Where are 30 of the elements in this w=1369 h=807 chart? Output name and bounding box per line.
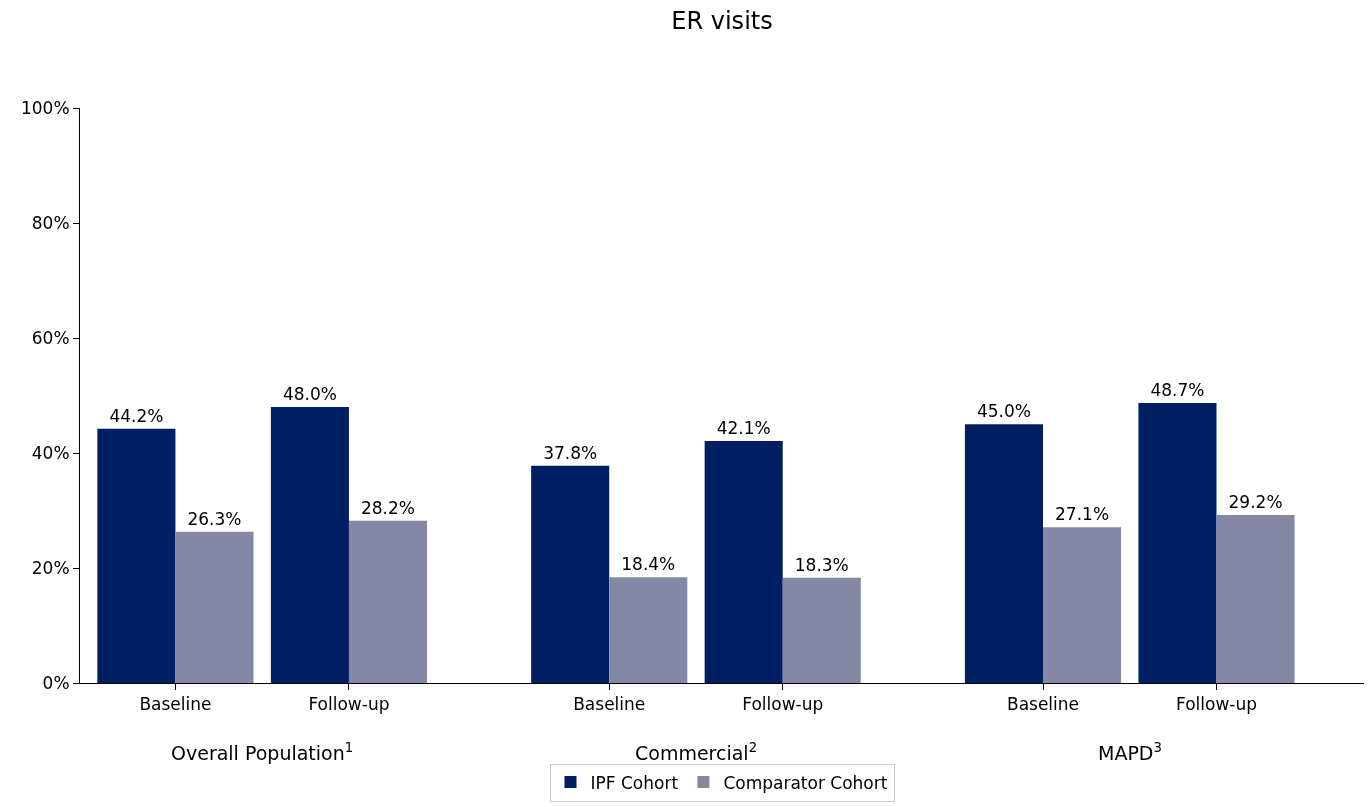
- x-tick-label: Follow-up: [742, 694, 824, 715]
- x-tick-label: Baseline: [1006, 694, 1080, 715]
- legend-label: IPF Cohort: [590, 772, 679, 793]
- y-tick-label: 0%: [42, 672, 70, 693]
- y-tick-label: 20%: [31, 557, 70, 578]
- data-label: 18.3%: [794, 554, 849, 575]
- data-label: 29.2%: [1228, 492, 1283, 513]
- x-tick-label: Baseline: [139, 694, 212, 715]
- data-label: 44.2%: [109, 405, 164, 426]
- text: Commercial$^{2}$: [635, 740, 758, 764]
- text: MAPD$^{3}$: [1098, 740, 1162, 764]
- data-label: 37.8%: [543, 442, 598, 463]
- data-label: 45.0%: [976, 401, 1031, 422]
- legend-label: Comparator Cohort: [723, 772, 888, 793]
- data-label: 18.4%: [621, 554, 676, 575]
- y-tick-label: 60%: [31, 327, 70, 348]
- data-label: 48.0%: [282, 384, 337, 404]
- x-tick-label: Follow-up: [308, 694, 390, 715]
- x-tick-label: Baseline: [573, 694, 646, 715]
- data-label: 48.7%: [1150, 379, 1205, 400]
- y-tick-label: 40%: [31, 442, 70, 463]
- x-tick-label: Follow-up: [1175, 694, 1258, 715]
- data-label: 26.3%: [187, 508, 242, 529]
- data-label: 28.2%: [360, 497, 415, 518]
- data-label: 27.1%: [1055, 504, 1110, 525]
- data-label: 42.1%: [716, 417, 771, 438]
- y-tick-label: 100%: [20, 97, 70, 118]
- y-tick-label: 80%: [31, 212, 70, 233]
- chart-title: ER visits: [671, 6, 773, 35]
- text: Overall Population$^{1}$: [171, 740, 354, 764]
